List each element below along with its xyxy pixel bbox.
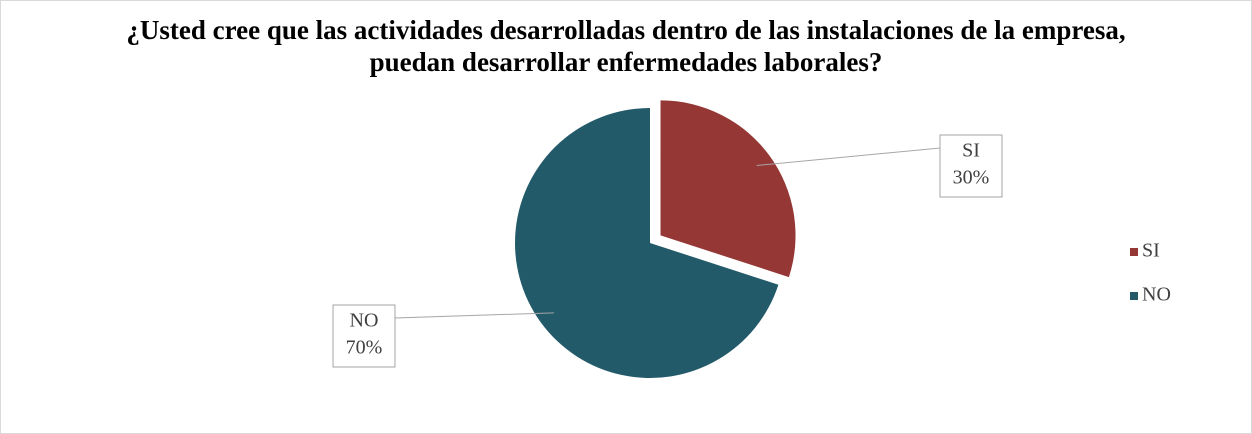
leader-line (394, 312, 554, 330)
legend-swatch (1130, 292, 1138, 300)
chart-title: ¿Usted cree que las actividades desarrol… (126, 15, 1126, 77)
leader-line (756, 147, 941, 167)
legend-label: SI (1142, 240, 1160, 262)
data-label-category: SI (962, 140, 980, 162)
data-label-category: NO (350, 310, 379, 332)
legend-label: NO (1142, 284, 1171, 306)
pie-slice (660, 100, 796, 278)
data-label-value: 70% (346, 337, 383, 359)
data-label-value: 30% (953, 167, 990, 189)
pie-slice (515, 108, 779, 379)
data-label-box (332, 304, 396, 368)
data-label-box (939, 134, 1003, 198)
legend-swatch (1130, 248, 1138, 256)
